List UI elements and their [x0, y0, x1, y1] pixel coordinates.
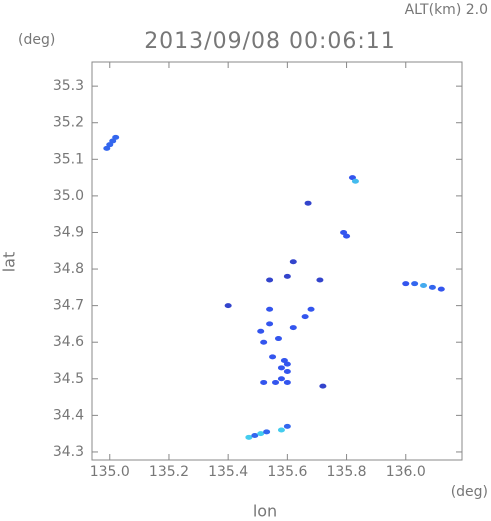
echo — [340, 229, 348, 235]
echo — [106, 142, 114, 148]
echo — [269, 354, 277, 360]
plot-frame — [91, 61, 463, 461]
echo — [245, 434, 253, 440]
echo — [348, 175, 356, 181]
echo — [283, 423, 291, 429]
y-unit: (deg) — [18, 32, 55, 48]
echo — [263, 429, 271, 435]
echo — [411, 281, 419, 287]
echo — [103, 145, 111, 151]
echo — [224, 303, 232, 309]
y-tick-label: 34.3 — [53, 444, 84, 460]
echo — [428, 284, 436, 290]
y-tick-label: 34.5 — [53, 371, 84, 387]
x-tick-label: 135.6 — [267, 464, 307, 480]
x-tick-label: 135.8 — [327, 464, 367, 480]
echo — [301, 314, 309, 320]
echo — [304, 200, 312, 206]
echo — [272, 379, 280, 385]
echo — [316, 277, 324, 283]
echo — [283, 361, 291, 367]
y-axis-label: lat — [0, 252, 19, 273]
y-tick-label: 35.2 — [53, 115, 84, 131]
echo — [420, 283, 428, 289]
echo — [437, 286, 445, 292]
x-tick-label: 135.4 — [208, 464, 248, 480]
x-unit: (deg) — [451, 484, 488, 500]
y-tick-label: 34.6 — [53, 334, 84, 350]
y-tick-label: 35.1 — [53, 151, 84, 167]
echo — [274, 336, 282, 342]
echo — [109, 138, 117, 144]
echo — [280, 358, 288, 363]
echo — [283, 379, 291, 385]
echo — [277, 365, 285, 371]
x-tick-label: 135.0 — [90, 464, 130, 480]
echo — [343, 233, 351, 239]
y-tick-label: 34.7 — [53, 298, 84, 314]
echo — [266, 306, 274, 312]
echo — [251, 432, 259, 438]
echo — [289, 259, 297, 265]
echo — [260, 339, 268, 345]
echo — [307, 306, 315, 312]
echo — [277, 376, 285, 382]
echo — [319, 383, 327, 389]
echo — [266, 321, 274, 327]
echo — [283, 368, 291, 374]
echo — [266, 277, 274, 283]
x-tick-label: 135.2 — [149, 464, 189, 480]
echo — [112, 134, 120, 140]
x-tick-label: 136.0 — [386, 464, 426, 480]
echo — [351, 178, 359, 184]
y-tick-label: 34.8 — [53, 261, 84, 277]
x-axis-label: lon — [253, 502, 277, 521]
echo — [283, 273, 291, 279]
y-tick-label: 34.9 — [53, 224, 84, 240]
y-tick-label: 34.4 — [53, 407, 84, 423]
echo — [402, 281, 410, 287]
echo — [260, 379, 268, 385]
echo — [277, 427, 285, 433]
echo — [289, 325, 297, 331]
echo — [257, 328, 265, 334]
echo — [257, 431, 265, 437]
y-tick-label: 35.3 — [53, 78, 84, 94]
subtitle: ALT(km) 2.0 — [405, 2, 488, 18]
chart-title: 2013/09/08 00:06:11 — [144, 29, 396, 54]
y-tick-label: 35.0 — [53, 188, 84, 204]
